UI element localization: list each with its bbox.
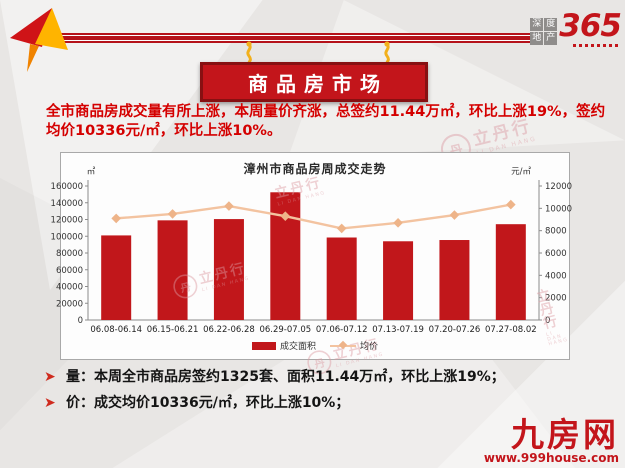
- legend-label: 成交面积: [279, 342, 316, 352]
- logo-char: 地: [530, 32, 544, 45]
- svg-text:2000: 2000: [545, 294, 567, 304]
- svg-text:12000: 12000: [545, 182, 572, 192]
- bullet-price: ➤ 价：成交均价10336元/㎡，环比上涨10%；: [44, 394, 604, 413]
- section-banner: 商品房市场: [200, 62, 428, 102]
- svg-text:4000: 4000: [545, 271, 567, 281]
- svg-text:0: 0: [78, 316, 83, 326]
- site-url: www.999house.com: [483, 451, 619, 465]
- arrow-bullet-icon: ➤: [44, 395, 56, 411]
- svg-text:07.06-07.12: 07.06-07.12: [316, 325, 368, 335]
- header-rule-line: [38, 33, 540, 43]
- takeaway-bullets: ➤ 量：本周全市商品房签约1325套、面积11.44万㎡，环比上涨19%； ➤ …: [44, 368, 604, 420]
- svg-text:100000: 100000: [51, 232, 83, 242]
- line-swatch-icon: [330, 340, 356, 350]
- svg-text:8000: 8000: [545, 227, 567, 237]
- chart-legend: 成交面积 均价: [61, 339, 569, 352]
- bullet-volume: ➤ 量：本周全市商品房签约1325套、面积11.44万㎡，环比上涨19%；: [44, 368, 604, 387]
- chart-card: 漳州市商品房周成交走势 0 20000 40000 60000 80000 100000 1…: [51, 152, 573, 377]
- svg-text:元/㎡: 元/㎡: [511, 167, 531, 177]
- svg-text:10000: 10000: [545, 204, 572, 214]
- svg-text:06.15-06.21: 06.15-06.21: [147, 325, 199, 335]
- svg-text:120000: 120000: [51, 216, 83, 226]
- svg-text:06.22-06.28: 06.22-06.28: [203, 325, 255, 335]
- bullet-text: 量：本周全市商品房签约1325套、面积11.44万㎡，环比上涨19%；: [66, 369, 505, 385]
- shendu-dichan-365-logo: 深 度 地 产 365: [530, 8, 622, 45]
- svg-text:20000: 20000: [56, 299, 83, 309]
- svg-text:06.08-06.14: 06.08-06.14: [90, 325, 142, 335]
- jiufangwang-logo: 九房网 www.999house.com: [483, 415, 619, 465]
- logo-text-blocks: 深 度 地 产: [530, 18, 558, 45]
- svg-text:6000: 6000: [545, 249, 567, 259]
- svg-text:80000: 80000: [56, 249, 83, 259]
- bar-swatch-icon: [251, 341, 276, 350]
- legend-item-price: 均价: [330, 339, 378, 352]
- chart-title: 漳州市商品房周成交走势: [243, 162, 387, 176]
- svg-text:㎡: ㎡: [87, 167, 96, 177]
- market-summary-text: 全市商品房成交量有所上涨，本周量价齐涨，总签约11.44万㎡，环比上涨19%，签…: [46, 104, 606, 139]
- svg-text:40000: 40000: [56, 283, 83, 293]
- svg-text:07.20-07.26: 07.20-07.26: [429, 325, 481, 335]
- bar-line-chart: 0200004000060000800001000001200001400001…: [51, 167, 573, 335]
- legend-item-area: 成交面积: [251, 339, 316, 352]
- svg-text:07.13-07.19: 07.13-07.19: [372, 325, 424, 335]
- logo-char: 产: [544, 32, 558, 45]
- bullet-text: 价：成交均价10336元/㎡，环比上涨10%；: [66, 395, 350, 411]
- logo-char: 度: [544, 18, 558, 31]
- logo-number: 365: [559, 8, 622, 44]
- svg-text:0: 0: [545, 316, 550, 326]
- section-banner-title: 商品房市场: [248, 71, 388, 96]
- svg-text:140000: 140000: [51, 199, 83, 209]
- arrow-bullet-icon: ➤: [44, 369, 56, 385]
- svg-text:07.27-08.02: 07.27-08.02: [485, 325, 537, 335]
- legend-label: 均价: [360, 342, 379, 352]
- site-name: 九房网: [511, 415, 619, 454]
- logo-tagline-marks: [573, 44, 619, 47]
- svg-text:06.29-07.05: 06.29-07.05: [259, 325, 311, 335]
- svg-text:160000: 160000: [51, 182, 83, 192]
- logo-char: 深: [530, 18, 544, 31]
- svg-text:60000: 60000: [56, 266, 83, 276]
- paper-plane-arrow-icon: [10, 8, 68, 72]
